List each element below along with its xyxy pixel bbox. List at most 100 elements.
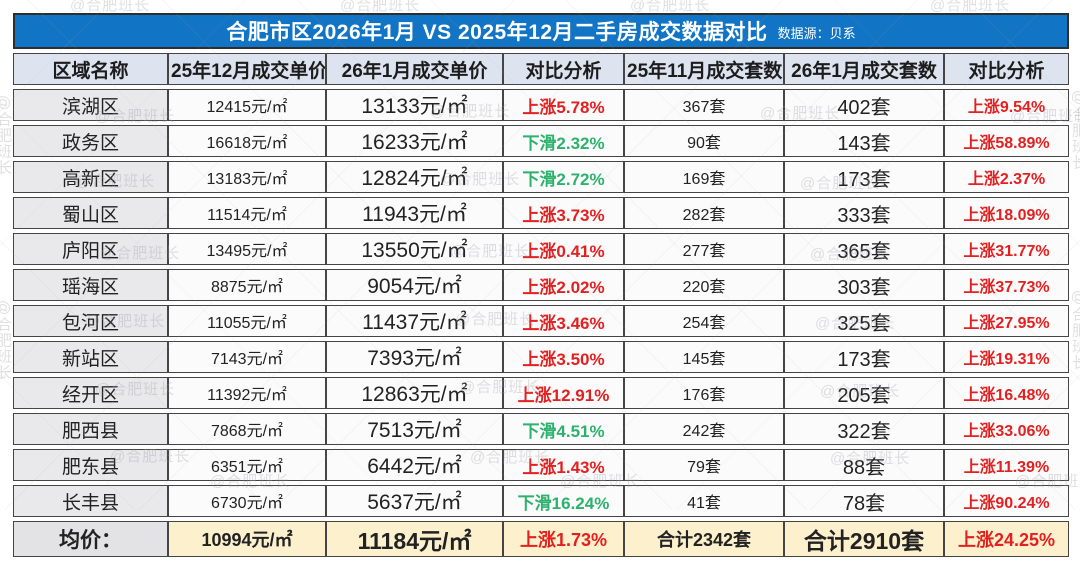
table-row: 肥东县 6351元/㎡ 6442元/㎡ 上涨1.43% 79套 88套 上涨11.39% <box>13 449 1069 481</box>
cell-price_change: 上涨2.02% <box>503 269 624 301</box>
table-row: 肥西县 7868元/㎡ 7513元/㎡ 下滑4.51% 242套 322套 上涨33.06% <box>13 413 1069 445</box>
cell-price_change: 上涨3.46% <box>503 305 624 337</box>
cell-units_prev: 277套 <box>624 233 784 265</box>
cell-price_new: 7393元/㎡ <box>326 341 503 373</box>
cell-price_new: 13133元/㎡ <box>326 89 503 121</box>
cell-units_change: 上涨58.89% <box>944 125 1069 157</box>
cell-price_new: 16233元/㎡ <box>326 125 503 157</box>
cell-price_new: 11943元/㎡ <box>326 197 503 229</box>
cell-price_change: 下滑16.24% <box>503 485 624 517</box>
table-header-row: 区域名称 25年12月成交单价 26年1月成交单价 对比分析 25年11月成交套数 26年… <box>13 53 1069 85</box>
cell-units_prev: 145套 <box>624 341 784 373</box>
data-sheet: 合肥市区2026年1月 VS 2025年12月二手房成交数据对比 数据源：贝系 … <box>13 13 1069 561</box>
column-header-1: 25年12月成交单价 <box>168 53 326 85</box>
cell-region: 政务区 <box>13 125 168 157</box>
cell-units_prev: 169套 <box>624 161 784 193</box>
cell-price_prev: 10994元/㎡ <box>168 521 326 557</box>
data-source-label: 数据源：贝系 <box>777 26 856 41</box>
cell-price_prev: 8875元/㎡ <box>168 269 326 301</box>
cell-region: 新站区 <box>13 341 168 373</box>
table-row: 包河区 11055元/㎡ 11437元/㎡ 上涨3.46% 254套 325套 上涨27.9… <box>13 305 1069 337</box>
watermark-text-vertical: @合肥班长 <box>0 300 12 381</box>
cell-price_change: 上涨1.73% <box>503 521 624 557</box>
cell-units_new: 173套 <box>784 161 944 193</box>
cell-region: 高新区 <box>13 161 168 193</box>
cell-units_prev: 79套 <box>624 449 784 481</box>
column-header-2: 26年1月成交单价 <box>326 53 503 85</box>
cell-units_change: 上涨18.09% <box>944 197 1069 229</box>
cell-units_change: 上涨16.48% <box>944 377 1069 409</box>
watermark-text-vertical: @合肥班长 <box>1070 290 1080 371</box>
cell-price_change: 上涨0.41% <box>503 233 624 265</box>
cell-price_prev: 7143元/㎡ <box>168 341 326 373</box>
cell-price_prev: 11392元/㎡ <box>168 377 326 409</box>
cell-region: 肥西县 <box>13 413 168 445</box>
cell-units_prev: 282套 <box>624 197 784 229</box>
table-row: 长丰县 6730元/㎡ 5637元/㎡ 下滑16.24% 41套 78套 上涨90.24% <box>13 485 1069 517</box>
table-row: 经开区 11392元/㎡ 12863元/㎡ 上涨12.91% 176套 205套 上涨16.… <box>13 377 1069 409</box>
cell-price_prev: 6730元/㎡ <box>168 485 326 517</box>
cell-units_change: 上涨9.54% <box>944 89 1069 121</box>
table-row: 新站区 7143元/㎡ 7393元/㎡ 上涨3.50% 145套 173套 上涨19.31% <box>13 341 1069 373</box>
cell-units_prev: 176套 <box>624 377 784 409</box>
column-header-0: 区域名称 <box>13 53 168 85</box>
table-row: 高新区 13183元/㎡ 12824元/㎡ 下滑2.72% 169套 173套 上涨2.37… <box>13 161 1069 193</box>
cell-region: 肥东县 <box>13 449 168 481</box>
column-header-4: 25年11月成交套数 <box>624 53 784 85</box>
cell-units_prev: 242套 <box>624 413 784 445</box>
cell-price_new: 11437元/㎡ <box>326 305 503 337</box>
title-bar: 合肥市区2026年1月 VS 2025年12月二手房成交数据对比 数据源：贝系 <box>13 13 1069 49</box>
cell-units_new: 205套 <box>784 377 944 409</box>
cell-price_change: 下滑2.72% <box>503 161 624 193</box>
cell-units_prev: 367套 <box>624 89 784 121</box>
watermark-text-vertical: @合肥班长 <box>1070 90 1080 171</box>
table-footer-row: 均价： 10994元/㎡ 11184元/㎡ 上涨1.73% 合计2342套 合计2910套… <box>13 521 1069 557</box>
cell-region: 长丰县 <box>13 485 168 517</box>
cell-units_new: 303套 <box>784 269 944 301</box>
cell-units_new: 333套 <box>784 197 944 229</box>
watermark-text-vertical: @合肥班长 <box>0 95 12 176</box>
cell-price_prev: 12415元/㎡ <box>168 89 326 121</box>
cell-price_prev: 7868元/㎡ <box>168 413 326 445</box>
cell-price_prev: 11055元/㎡ <box>168 305 326 337</box>
cell-price_new: 12824元/㎡ <box>326 161 503 193</box>
cell-units_new: 365套 <box>784 233 944 265</box>
cell-label: 均价： <box>13 521 168 557</box>
cell-units_prev: 合计2342套 <box>624 521 784 557</box>
cell-region: 蜀山区 <box>13 197 168 229</box>
cell-region: 庐阳区 <box>13 233 168 265</box>
cell-units_new: 合计2910套 <box>784 521 944 557</box>
cell-price_change: 上涨3.73% <box>503 197 624 229</box>
cell-units_new: 322套 <box>784 413 944 445</box>
cell-units_prev: 220套 <box>624 269 784 301</box>
cell-price_change: 上涨5.78% <box>503 89 624 121</box>
cell-price_new: 9054元/㎡ <box>326 269 503 301</box>
cell-price_prev: 13495元/㎡ <box>168 233 326 265</box>
cell-price_change: 下滑4.51% <box>503 413 624 445</box>
column-header-6: 对比分析 <box>944 53 1069 85</box>
cell-units_change: 上涨27.95% <box>944 305 1069 337</box>
cell-units_change: 上涨2.37% <box>944 161 1069 193</box>
cell-price_change: 上涨1.43% <box>503 449 624 481</box>
cell-region: 包河区 <box>13 305 168 337</box>
cell-price_prev: 16618元/㎡ <box>168 125 326 157</box>
page-title: 合肥市区2026年1月 VS 2025年12月二手房成交数据对比 <box>226 21 768 44</box>
table-body: 滨湖区 12415元/㎡ 13133元/㎡ 上涨5.78% 367套 402套 上涨9.54… <box>13 89 1069 557</box>
cell-units_change: 上涨37.73% <box>944 269 1069 301</box>
table-row: 蜀山区 11514元/㎡ 11943元/㎡ 上涨3.73% 282套 333套 上涨18.0… <box>13 197 1069 229</box>
cell-price_change: 下滑2.32% <box>503 125 624 157</box>
cell-price_new: 6442元/㎡ <box>326 449 503 481</box>
cell-price_change: 上涨3.50% <box>503 341 624 373</box>
cell-units_new: 78套 <box>784 485 944 517</box>
cell-units_new: 143套 <box>784 125 944 157</box>
cell-price_prev: 11514元/㎡ <box>168 197 326 229</box>
cell-units_change: 上涨19.31% <box>944 341 1069 373</box>
cell-units_change: 上涨11.39% <box>944 449 1069 481</box>
cell-region: 滨湖区 <box>13 89 168 121</box>
cell-units_new: 173套 <box>784 341 944 373</box>
cell-region: 瑶海区 <box>13 269 168 301</box>
cell-units_prev: 90套 <box>624 125 784 157</box>
cell-units_change: 上涨90.24% <box>944 485 1069 517</box>
table-row: 庐阳区 13495元/㎡ 13550元/㎡ 上涨0.41% 277套 365套 上涨31.7… <box>13 233 1069 265</box>
